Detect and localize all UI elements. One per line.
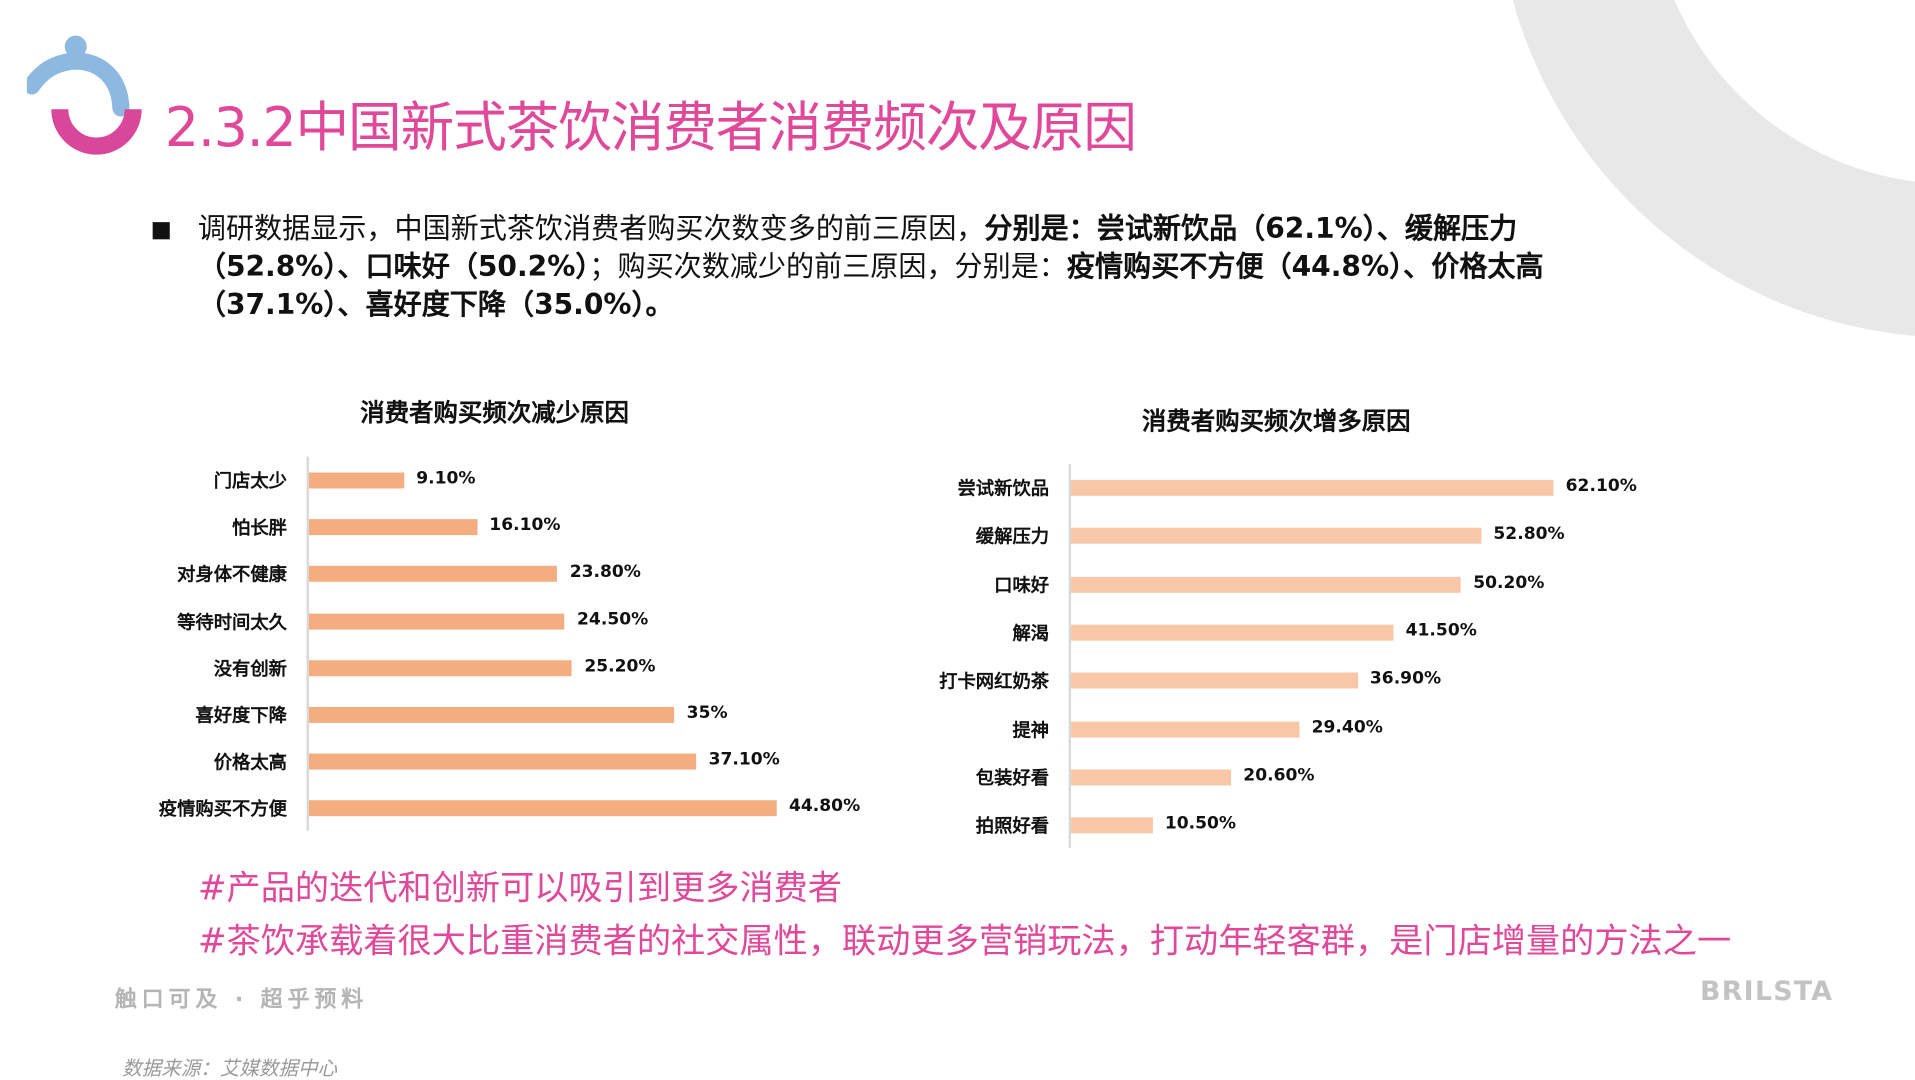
bullet-icon [152, 222, 170, 240]
note-2: #茶饮承载着很大比重消费者的社交属性，联动更多营销玩法，打动年轻客群，是门店增量… [197, 920, 1732, 961]
category-label: 喜好度下降 [195, 704, 288, 727]
chart-title-decrease: 消费者购买频次减少原因 [360, 397, 629, 428]
bar [308, 566, 558, 583]
chart-title-increase: 消费者购买频次增多原因 [1141, 406, 1411, 436]
category-label: 口味好 [994, 573, 1050, 596]
bar [1071, 479, 1554, 496]
chart-axis [306, 456, 309, 831]
bar [1071, 769, 1232, 786]
bar [1071, 672, 1358, 689]
data-label: 62.10% [1565, 476, 1637, 496]
data-label: 23.80% [569, 562, 641, 583]
category-label: 对身体不健康 [177, 563, 288, 586]
category-label: 价格太高 [213, 751, 288, 774]
data-label: 35% [686, 703, 728, 723]
summary-paragraph: 调研数据显示，中国新式茶饮消费者购买次数变多的前三原因，分别是：尝试新饮品（62… [152, 211, 1570, 325]
bar [308, 800, 777, 817]
data-label: 37.10% [708, 750, 780, 770]
category-label: 提神 [1012, 718, 1050, 741]
page-title: 2.3.2中国新式茶饮消费者消费频次及原因 [164, 96, 1137, 160]
data-label: 44.80% [788, 796, 861, 817]
data-label: 25.20% [584, 656, 656, 676]
data-label: 52.80% [1493, 524, 1565, 545]
category-label: 缓解压力 [975, 525, 1050, 548]
bar [308, 613, 565, 630]
note-1: #产品的迭代和创新可以吸引到更多消费者 [197, 867, 843, 909]
summary-text: ；购买次数减少的前三原因，分别是： [589, 251, 1067, 284]
bar [1071, 817, 1153, 834]
category-label: 打卡网红奶茶 [939, 670, 1050, 693]
category-label: 怕长胖 [232, 516, 288, 540]
bar [308, 660, 573, 676]
bar [308, 472, 405, 489]
bar [1071, 721, 1300, 737]
data-label: 20.60% [1243, 765, 1315, 786]
chart-axis [1068, 463, 1072, 849]
summary-text: 调研数据显示，中国新式茶饮消费者购买次数变多的前三原因， [197, 213, 985, 246]
data-label: 16.10% [489, 515, 561, 536]
bar [1071, 576, 1461, 593]
bar [308, 519, 478, 536]
category-label: 尝试新饮品 [957, 477, 1050, 500]
category-label: 没有创新 [213, 657, 288, 680]
bar [308, 753, 697, 770]
category-label: 门店太少 [213, 470, 288, 493]
data-label: 50.20% [1473, 572, 1545, 593]
category-label: 疫情购买不方便 [158, 798, 288, 821]
data-label: 24.50% [577, 609, 649, 630]
data-label: 10.50% [1164, 813, 1237, 834]
category-label: 等待时间太久 [177, 610, 288, 633]
bar [308, 706, 675, 723]
category-label: 解渴 [1012, 622, 1050, 645]
footer-slogan: 触口可及 · 超乎预料 [114, 986, 369, 1013]
summary-increase-reasons: 分别是：尝试新饮品（62.1%）、缓解压力（52.8%）、口味好（50.2%） [197, 213, 1518, 284]
logo-icon [26, 35, 142, 155]
category-label: 拍照好看 [975, 815, 1050, 838]
bar [1071, 624, 1394, 641]
data-label: 29.40% [1311, 717, 1383, 737]
summary-decrease-reasons: 疫情购买不方便（44.8%）、价格太高（37.1%）、喜好度下降（35.0%）。 [197, 251, 1544, 322]
data-label: 41.50% [1405, 620, 1477, 641]
bar [1071, 528, 1482, 545]
category-label: 包装好看 [975, 766, 1050, 789]
footer-brand-logo: BRILSTA [1700, 976, 1834, 1008]
data-source: 数据来源：艾媒数据中心 [122, 1056, 338, 1080]
data-label: 9.10% [416, 468, 476, 489]
data-label: 36.90% [1369, 669, 1442, 689]
